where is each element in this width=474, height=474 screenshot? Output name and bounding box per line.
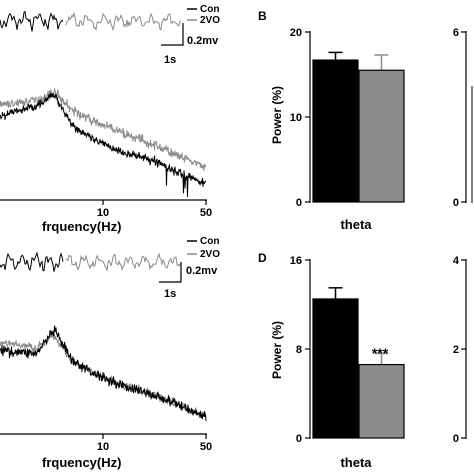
scale-bar-time: 1s	[164, 54, 176, 66]
legend-label-con: Con	[200, 4, 219, 15]
y-tick-label-right-top-0: 0	[453, 197, 459, 209]
y-tick-label-0-d: 0	[296, 433, 302, 445]
panel-label-b: B	[258, 9, 267, 23]
scale-bar-2	[159, 262, 182, 283]
scale-bar-amplitude-2: 0.2mv	[186, 265, 218, 277]
trace-con-top	[0, 10, 64, 32]
y-axis-label-d: Power (%)	[270, 321, 284, 379]
y-tick-label-8-d: 8	[296, 344, 302, 356]
panel-b: B Power (%) 0 10 20 theta	[258, 9, 405, 232]
scale-bar-time-2: 1s	[164, 288, 176, 300]
y-tick-label-right-top-6: 6	[453, 27, 459, 39]
y-tick-label-right-bottom-2: 2	[453, 344, 459, 356]
bar-2vo-d	[358, 363, 405, 439]
x-tick-label-10-bottom: 10	[97, 441, 109, 453]
y-tick-label-0-b: 0	[296, 197, 302, 209]
scale-bar	[161, 23, 184, 46]
x-label-b: theta	[340, 217, 372, 232]
panel-label-d: D	[258, 251, 267, 265]
trace-2vo-bottom	[65, 252, 181, 272]
y-axis-label-b: Power (%)	[270, 86, 284, 144]
x-tick-label-50-bottom: 50	[200, 441, 212, 453]
legend-label-2vo-2: 2VO	[200, 249, 220, 260]
spectrum-2vo-top	[0, 88, 207, 172]
bar-con-d	[312, 298, 359, 439]
spectrum-con-top	[0, 91, 207, 197]
y-tick-label-right-bottom-4: 4	[453, 255, 460, 267]
x-axis-label-top: frquency(Hz)	[42, 219, 121, 234]
bar-2vo-b	[358, 69, 405, 203]
legend-label-con-2: Con	[200, 236, 219, 247]
x-label-d: theta	[340, 455, 372, 470]
x-tick-label-50-top: 50	[200, 207, 212, 219]
panel-a-top: Con 2VO 0.2mv 1s 10 50 frquency(Hz)	[0, 4, 220, 234]
x-axis-label-bottom: frquency(Hz)	[42, 455, 121, 470]
y-tick-label-right-bottom-0: 0	[453, 433, 459, 445]
x-tick-label-10-top: 10	[97, 207, 109, 219]
trace-con-bottom	[0, 251, 64, 272]
panel-right-bottom-partial: 4 2 0	[453, 255, 467, 445]
significance-annotation-d: ***	[372, 345, 389, 361]
y-tick-label-20-b: 20	[290, 27, 302, 39]
trace-2vo-top	[65, 12, 181, 32]
legend-label-2vo: 2VO	[200, 15, 220, 26]
panel-right-top-partial: 6 0	[453, 27, 473, 209]
spectrum-con-bottom	[0, 325, 207, 421]
y-tick-label-10-b: 10	[290, 112, 302, 124]
scale-bar-amplitude: 0.2mv	[187, 35, 219, 47]
panel-d: D Power (%) 0 8 16 *** theta	[258, 251, 405, 470]
y-tick-label-16-d: 16	[290, 255, 302, 267]
bar-con-b	[312, 59, 359, 203]
panel-a-bottom: Con 2VO 0.2mv 1s 10 50 frquency(Hz)	[0, 236, 220, 470]
